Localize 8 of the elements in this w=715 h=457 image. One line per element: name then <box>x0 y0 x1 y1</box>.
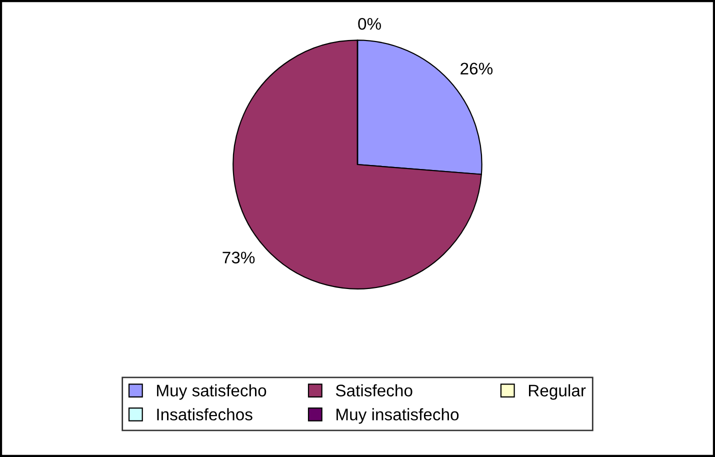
legend-label: Satisfecho <box>336 384 412 396</box>
legend-label: Muy satisfecho <box>157 384 266 400</box>
data-label: 26% <box>460 62 493 75</box>
legend-label: Insatisfechos <box>157 408 252 420</box>
text: 0% <box>358 18 381 30</box>
legend-label: Regular <box>528 384 586 400</box>
legend-label: Muy insatisfecho <box>336 408 459 424</box>
data-label: 73% <box>222 252 255 264</box>
